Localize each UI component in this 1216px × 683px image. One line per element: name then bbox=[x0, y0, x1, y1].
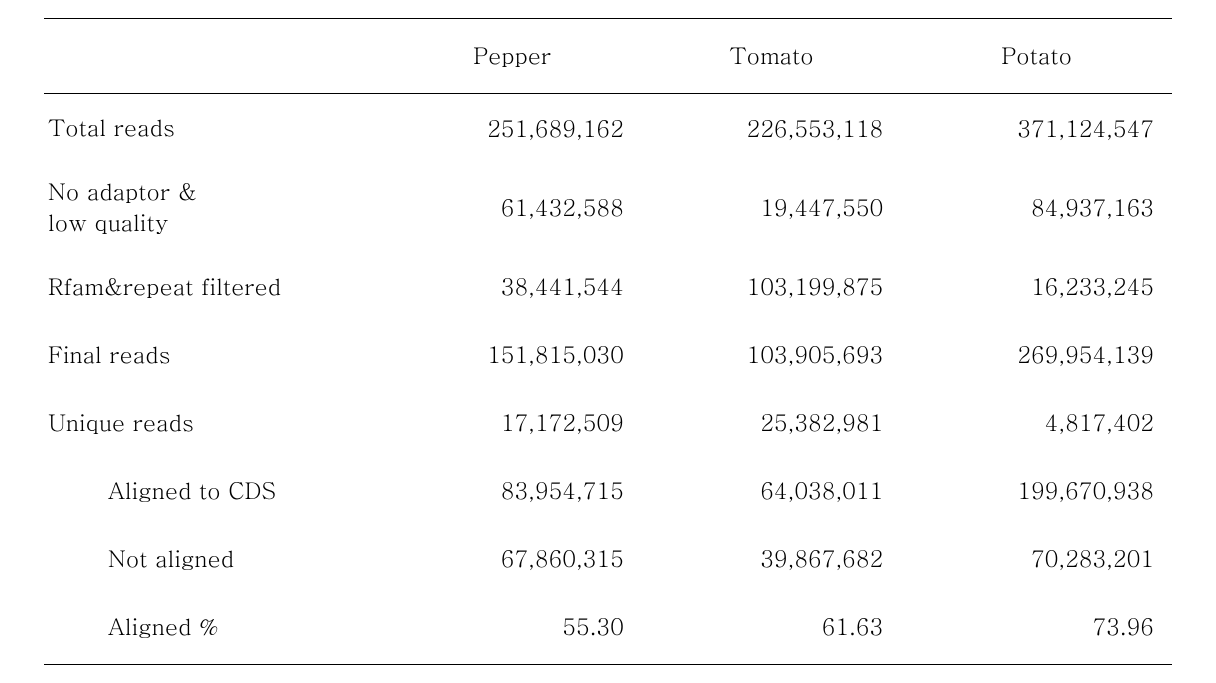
cell: 16,233,245 bbox=[901, 252, 1172, 320]
row-label: Total reads bbox=[44, 94, 382, 163]
col-header-pepper: Pepper bbox=[382, 19, 641, 94]
cell: 83,954,715 bbox=[382, 456, 641, 524]
col-header-tomato: Tomato bbox=[642, 19, 901, 94]
row-label: No adaptor &low quality bbox=[44, 162, 382, 252]
col-header-blank bbox=[44, 19, 382, 94]
cell: 17,172,509 bbox=[382, 388, 641, 456]
row-label: Rfam&repeat filtered bbox=[44, 252, 382, 320]
reads-table-container: Pepper Tomato Potato Total reads 251,689… bbox=[0, 0, 1216, 683]
reads-table: Pepper Tomato Potato Total reads 251,689… bbox=[44, 18, 1172, 665]
cell: 19,447,550 bbox=[642, 162, 901, 252]
col-header-potato: Potato bbox=[901, 19, 1172, 94]
cell: 103,199,875 bbox=[642, 252, 901, 320]
table-header: Pepper Tomato Potato bbox=[44, 19, 1172, 94]
cell: 55.30 bbox=[382, 592, 641, 665]
cell: 25,382,981 bbox=[642, 388, 901, 456]
cell: 67,860,315 bbox=[382, 524, 641, 592]
table-row: Rfam&repeat filtered 38,441,544 103,199,… bbox=[44, 252, 1172, 320]
cell: 70,283,201 bbox=[901, 524, 1172, 592]
cell: 61.63 bbox=[642, 592, 901, 665]
cell: 4,817,402 bbox=[901, 388, 1172, 456]
table-header-row: Pepper Tomato Potato bbox=[44, 19, 1172, 94]
table-row: No adaptor &low quality 61,432,588 19,44… bbox=[44, 162, 1172, 252]
table-row: Unique reads 17,172,509 25,382,981 4,817… bbox=[44, 388, 1172, 456]
row-label: Final reads bbox=[44, 320, 382, 388]
cell: 38,441,544 bbox=[382, 252, 641, 320]
table-row: Not aligned 67,860,315 39,867,682 70,283… bbox=[44, 524, 1172, 592]
cell: 151,815,030 bbox=[382, 320, 641, 388]
cell: 84,937,163 bbox=[901, 162, 1172, 252]
table-row: Aligned to CDS 83,954,715 64,038,011 199… bbox=[44, 456, 1172, 524]
cell: 39,867,682 bbox=[642, 524, 901, 592]
row-label: Not aligned bbox=[44, 524, 382, 592]
cell: 371,124,547 bbox=[901, 94, 1172, 163]
cell: 103,905,693 bbox=[642, 320, 901, 388]
cell: 226,553,118 bbox=[642, 94, 901, 163]
table-row: Final reads 151,815,030 103,905,693 269,… bbox=[44, 320, 1172, 388]
cell: 61,432,588 bbox=[382, 162, 641, 252]
table-body: Total reads 251,689,162 226,553,118 371,… bbox=[44, 94, 1172, 665]
row-label: Aligned % bbox=[44, 592, 382, 665]
cell: 251,689,162 bbox=[382, 94, 641, 163]
cell: 269,954,139 bbox=[901, 320, 1172, 388]
row-label: Unique reads bbox=[44, 388, 382, 456]
cell: 64,038,011 bbox=[642, 456, 901, 524]
table-row: Total reads 251,689,162 226,553,118 371,… bbox=[44, 94, 1172, 163]
cell: 199,670,938 bbox=[901, 456, 1172, 524]
row-label: Aligned to CDS bbox=[44, 456, 382, 524]
table-row: Aligned % 55.30 61.63 73.96 bbox=[44, 592, 1172, 665]
cell: 73.96 bbox=[901, 592, 1172, 665]
